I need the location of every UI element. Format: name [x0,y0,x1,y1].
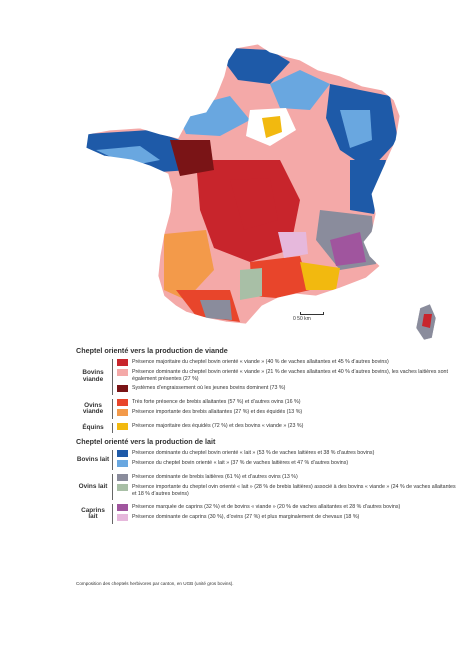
legend-item: Présence importante du cheptel ovin orie… [117,484,456,497]
legend-text: Très forte présence de brebis allaitante… [132,399,301,406]
legend-text: Présence marquée de caprins (32 %) et de… [132,504,401,511]
group-label-bovins-lait: Bovins lait [76,450,113,471]
group-label-ovins-lait: Ovins lait [76,474,113,501]
milk-section-title: Cheptel orienté vers la production de la… [76,437,216,447]
legend-item: Présence dominante de caprins (30 %), d’… [117,514,456,522]
group-label-ovins-viande: Ovins viande [76,399,113,420]
legend-item: Présence majoritaire du cheptel bovin or… [117,359,456,366]
legend-text: Présence dominante de caprins (30 %), d’… [132,514,360,521]
legend-text: Présence importante des brebis allaitant… [132,409,303,416]
legend-swatch [117,450,128,458]
legend-text: Présence dominante de brebis laitières (… [132,474,298,481]
legend-swatch [117,399,128,407]
legend-text: Présence importante du cheptel ovin orie… [132,484,456,497]
legend-text: Présence dominante du cheptel bovin orie… [132,450,375,457]
scale-bar [300,312,324,315]
legend-item: Très forte présence de brebis allaitante… [117,399,456,407]
legend-swatch [117,484,128,492]
scale-label: 0 50 km [293,316,311,322]
legend-swatch [117,423,128,431]
legend-item: Présence dominante du cheptel bovin orie… [117,369,456,382]
legend-swatch [117,385,128,393]
legend-item: Présence dominante de brebis laitières (… [117,474,456,482]
legend: Cheptel orienté vers la production de vi… [76,346,456,528]
legend-text: Présence majoritaire des équidés (72 %) … [132,423,304,430]
legend-text: Présence du cheptel bovin orienté « lait… [132,460,349,467]
legend-item: Présence dominante du cheptel bovin orie… [117,450,456,458]
group-ovins-lait: Ovins lait Présence dominante de brebis … [76,474,456,501]
group-bovins-viande: Bovins viande Présence majoritaire du ch… [76,359,456,396]
legend-swatch [117,504,128,512]
legend-item: Systèmes d’engraissement où les jeunes b… [117,385,456,393]
group-label-bovins-viande: Bovins viande [76,359,113,396]
legend-swatch [117,369,128,376]
legend-item: Présence importante des brebis allaitant… [117,409,456,417]
group-caprins-lait: Caprins lait Présence marquée de caprins… [76,504,456,525]
legend-item: Présence du cheptel bovin orienté « lait… [117,460,456,468]
footnote: Composition des cheptels herbivores par … [76,581,234,586]
france-livestock-map [85,43,437,340]
legend-item: Présence majoritaire des équidés (72 %) … [117,423,456,431]
group-label-caprins-lait: Caprins lait [76,504,113,525]
group-ovins-viande: Ovins viande Très forte présence de breb… [76,399,456,420]
legend-text: Présence dominante du cheptel bovin orie… [132,369,448,382]
legend-swatch [117,409,128,417]
legend-swatch [117,460,128,468]
legend-swatch [117,474,128,482]
legend-text: Présence majoritaire du cheptel bovin or… [132,359,389,365]
legend-item: Présence marquée de caprins (32 %) et de… [117,504,456,512]
legend-swatch [117,359,128,366]
legend-swatch [117,514,128,522]
group-label-equins: Équins [76,423,113,434]
group-equins: Équins Présence majoritaire des équidés … [76,423,456,434]
meat-section-title: Cheptel orienté vers la production de vi… [76,346,228,355]
legend-text: Systèmes d’engraissement où les jeunes b… [132,385,286,392]
group-bovins-lait: Bovins lait Présence dominante du chepte… [76,450,456,471]
